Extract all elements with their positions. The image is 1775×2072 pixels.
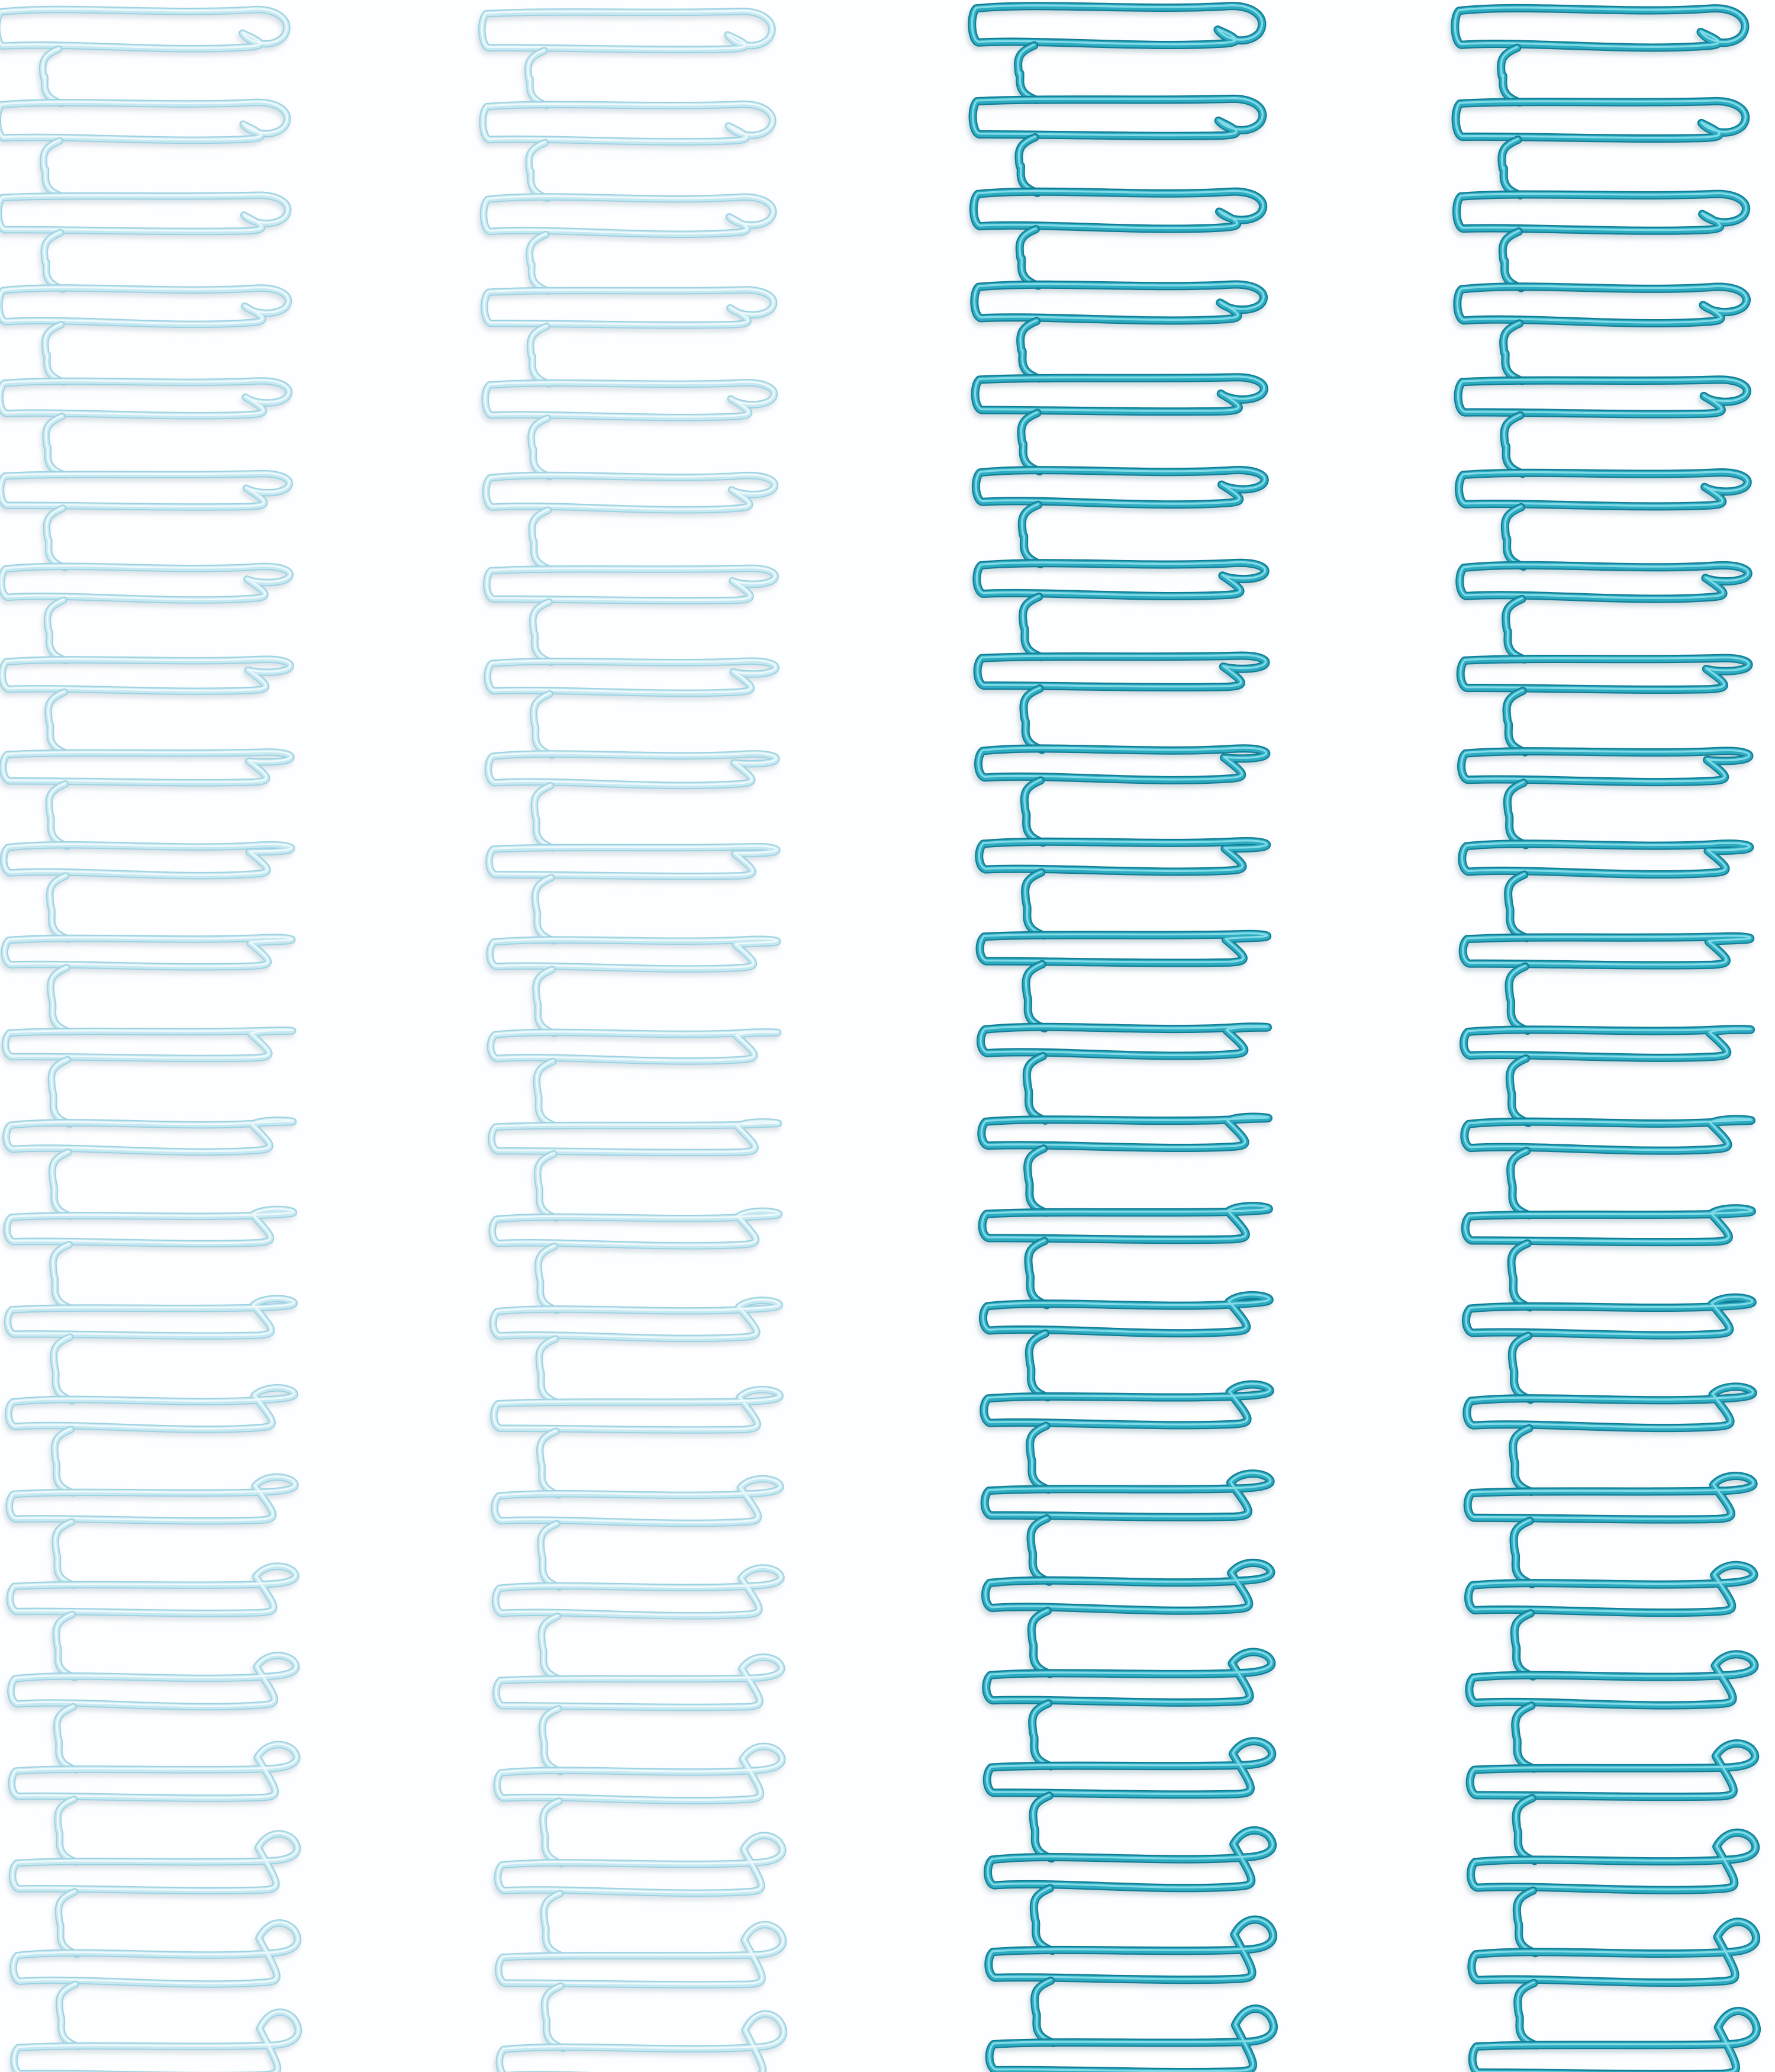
binding-wire — [1449, 0, 1768, 2072]
binding-wire — [476, 0, 795, 2072]
binding-wire — [0, 0, 310, 2072]
binding-wire — [966, 0, 1286, 2072]
